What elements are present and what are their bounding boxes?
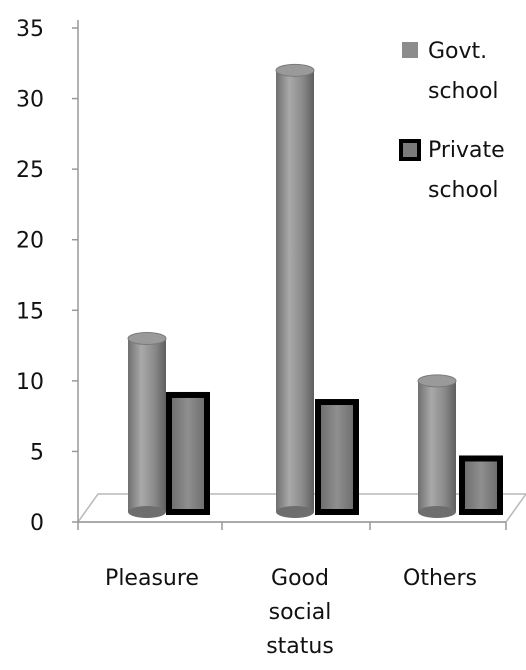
- y-tick-label: 5: [30, 440, 44, 465]
- bar-govt-school: [127, 332, 167, 518]
- x-ticks: [77, 522, 507, 530]
- bar-govt-top: [127, 332, 167, 346]
- bar-private-school: [459, 455, 503, 516]
- y-tick-label: 15: [16, 299, 44, 324]
- bar-govt-top: [275, 63, 315, 77]
- legend-label-private: Private school: [428, 138, 505, 203]
- y-tick-label: 0: [30, 511, 44, 536]
- legend-swatch-private: [399, 139, 421, 161]
- bar-govt-body: [276, 70, 314, 512]
- legend-swatch-govt: [402, 42, 418, 58]
- category-label: Good social status: [266, 566, 334, 659]
- y-tick-label: 25: [16, 158, 44, 183]
- bar-govt-school: [275, 63, 315, 518]
- bar-govt-body: [418, 380, 456, 512]
- y-tick-label: 30: [16, 88, 44, 113]
- legend-label-govt: Govt. school: [428, 39, 499, 104]
- legend: Govt. school Private school: [399, 39, 505, 203]
- bar-private-body: [166, 391, 210, 516]
- bar-govt-top: [417, 374, 457, 388]
- bar-govt-base: [418, 506, 456, 518]
- bar-govt-body: [128, 338, 166, 512]
- bar-govt-base: [276, 506, 314, 518]
- category-label: Others: [403, 566, 477, 591]
- bars: [127, 63, 503, 518]
- bar-govt-base: [128, 506, 166, 518]
- y-ticks: 0 5 10 15 20 25 30 35: [16, 17, 78, 536]
- category-label: Pleasure: [105, 566, 199, 591]
- x-axis: Pleasure Good social status Others: [77, 521, 507, 659]
- bar-govt-school: [417, 374, 457, 518]
- category-labels: Pleasure Good social status Others: [105, 566, 477, 659]
- bar-private-body: [459, 455, 503, 516]
- y-tick-label: 20: [16, 229, 44, 254]
- y-tick-label: 10: [16, 370, 44, 395]
- bar-private-body: [315, 399, 359, 515]
- y-tick-label: 35: [16, 17, 44, 42]
- bar-private-school: [315, 399, 359, 515]
- y-axis: 0 5 10 15 20 25 30 35: [16, 17, 79, 536]
- bar-private-school: [166, 391, 210, 516]
